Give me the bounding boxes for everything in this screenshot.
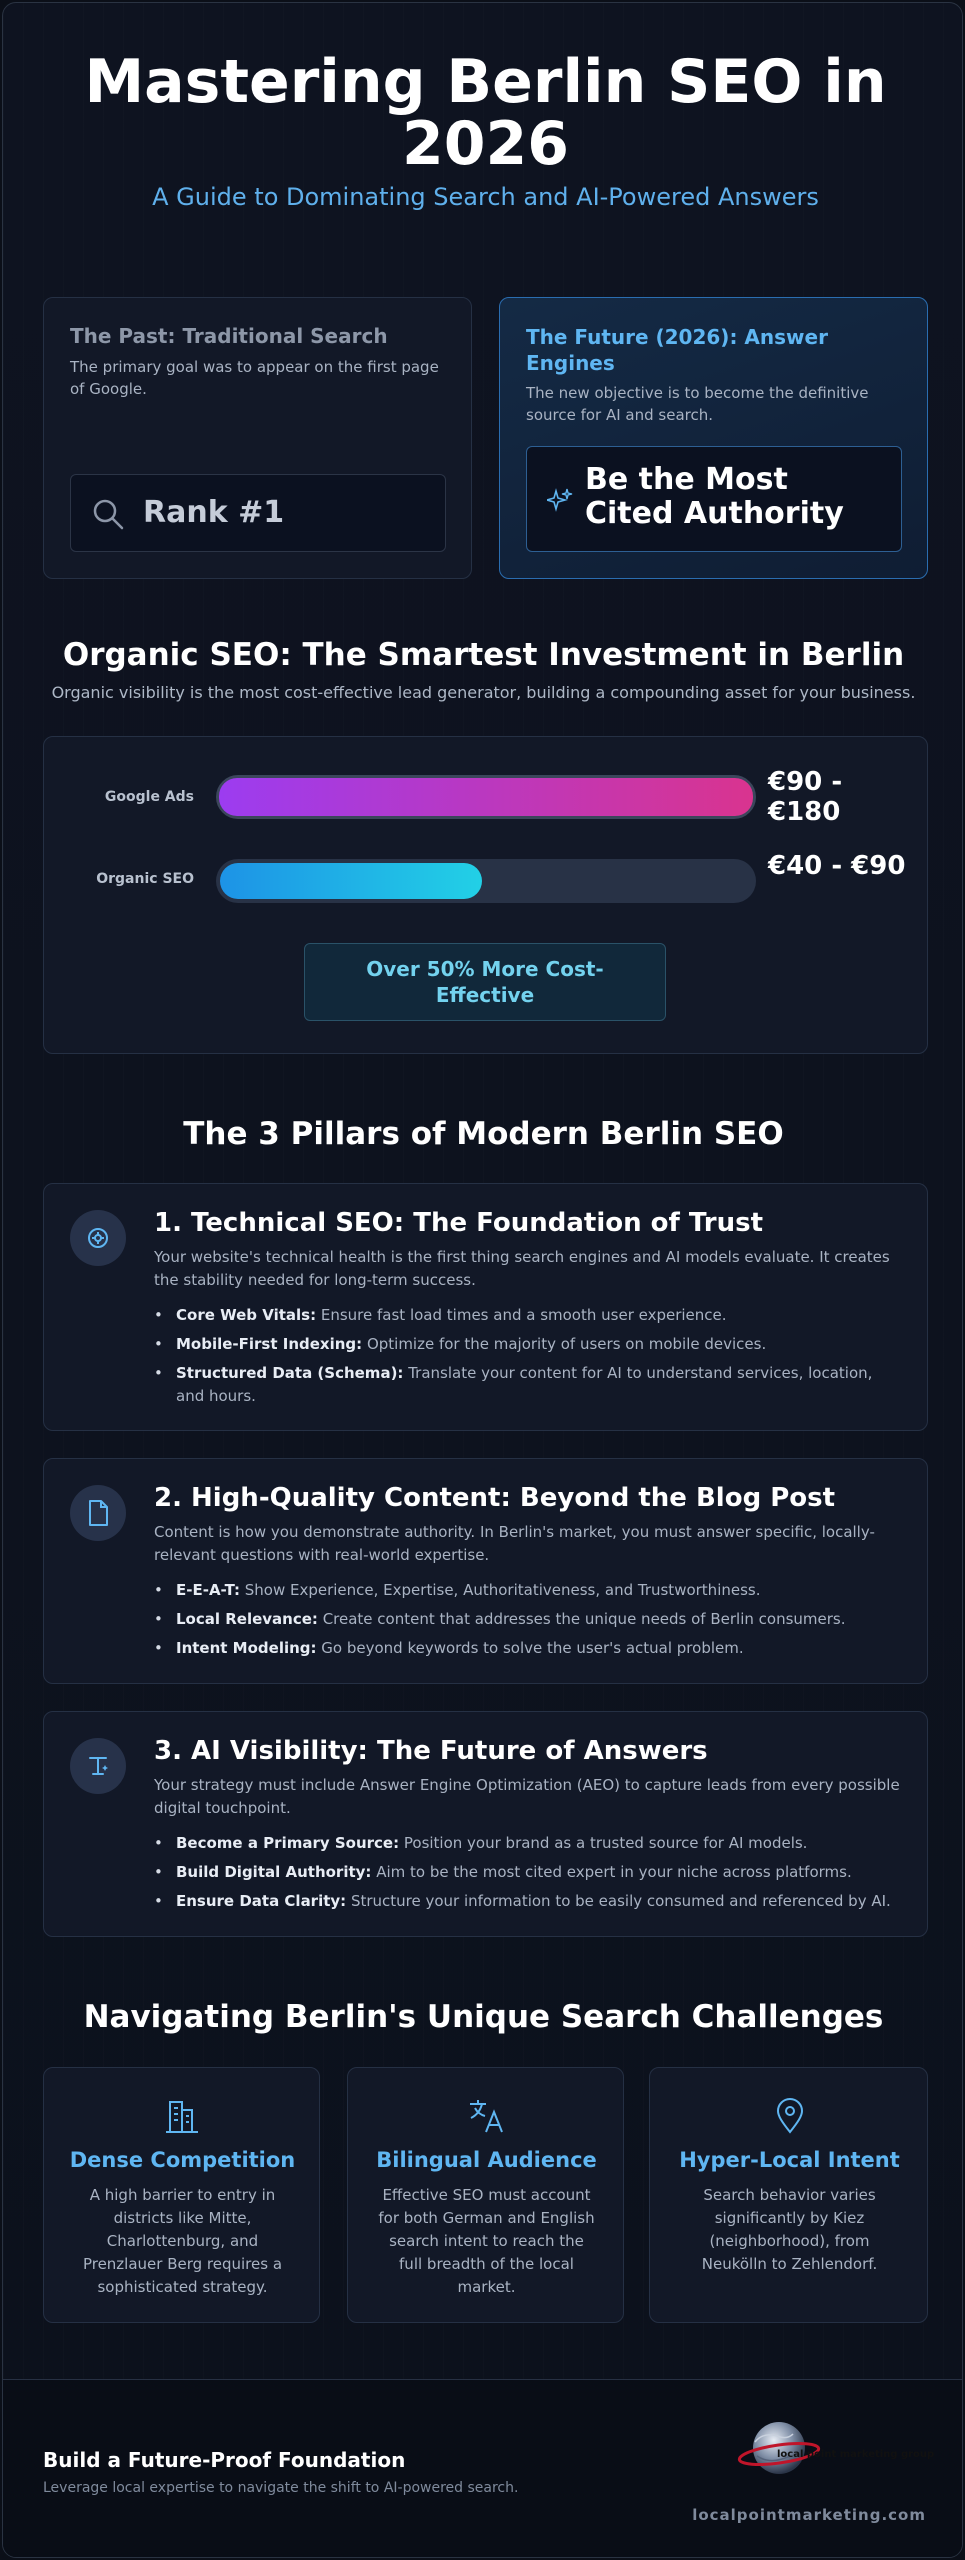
list-item: Local Relevance: Create content that add… [154, 1608, 904, 1631]
bar-fill-organic-seo [220, 863, 482, 899]
pillar-bullets-technical: Core Web Vitals: Ensure fast load times … [154, 1304, 904, 1414]
bar-label-google-ads: Google Ads [104, 789, 194, 805]
sparkle-icon [544, 487, 573, 517]
pillar-title-ai: 3. AI Visibility: The Future of Answers [154, 1736, 708, 1766]
page-title: Mastering Berlin SEO in 2026 [84, 47, 887, 179]
map-pin-icon [770, 2096, 810, 2140]
challenge-card-hyperlocal: Hyper-Local Intent Search behavior varie… [649, 2067, 928, 2323]
search-icon [91, 497, 125, 535]
bar-track-google-ads [216, 775, 756, 819]
future-card: The Future (2026): Answer Engines The ne… [499, 297, 928, 579]
bar-label-organic-seo: Organic SEO [96, 871, 194, 887]
bar-track-organic-seo [216, 859, 756, 903]
pillar-desc-content: Content is how you demonstrate authority… [154, 1523, 875, 1564]
pillar-bullets-content: E-E-A-T: Show Experience, Expertise, Aut… [154, 1579, 904, 1666]
list-item: Mobile-First Indexing: Optimize for the … [154, 1333, 904, 1356]
past-rank-box: Rank #1 [70, 474, 446, 552]
ai-text-icon [70, 1738, 126, 1794]
bar-fill-google-ads [219, 778, 753, 816]
investment-title: Organic SEO: The Smartest Investment in … [62, 637, 905, 673]
footer-subtitle: Leverage local expertise to navigate the… [43, 2480, 519, 2496]
footer-url[interactable]: localpointmarketing.com [692, 2506, 926, 2524]
challenge-title-competition: Dense Competition [69, 2148, 296, 2172]
past-card: The Past: Traditional Search The primary… [43, 297, 472, 579]
company-logo: local point marketing group [733, 2418, 935, 2484]
page-subtitle: A Guide to Dominating Search and AI-Powe… [152, 183, 819, 211]
future-authority-box: Be the Most Cited Authority [526, 446, 902, 552]
past-card-title: The Past: Traditional Search [70, 324, 388, 348]
list-item: Become a Primary Source: Position your b… [154, 1832, 904, 1855]
pillar-desc-technical: Your website's technical health is the f… [154, 1248, 890, 1289]
future-card-desc: The new objective is to become the defin… [526, 384, 869, 424]
bar-value-organic-seo: €40 - €90 [768, 851, 906, 881]
challenges-title: Navigating Berlin's Unique Search Challe… [83, 1999, 884, 2035]
challenge-desc-competition: A high barrier to entry in districts lik… [82, 2186, 283, 2296]
pillars-title: The 3 Pillars of Modern Berlin SEO [183, 1116, 784, 1152]
challenge-card-competition: Dense Competition A high barrier to entr… [43, 2067, 320, 2323]
pillar-title-content: 2. High-Quality Content: Beyond the Blog… [154, 1483, 836, 1513]
future-authority-text: Be the Most Cited Authority [585, 462, 844, 531]
pillar-card-ai: 3. AI Visibility: The Future of Answers … [43, 1711, 928, 1937]
cost-effective-callout: Over 50% More Cost-Effective [304, 943, 666, 1021]
future-card-title: The Future (2026): Answer Engines [526, 325, 828, 375]
footer-title: Build a Future-Proof Foundation [43, 2448, 406, 2472]
list-item: Build Digital Authority: Aim to be the m… [154, 1861, 904, 1884]
list-item: E-E-A-T: Show Experience, Expertise, Aut… [154, 1579, 904, 1602]
investment-subtitle: Organic visibility is the most cost-effe… [51, 683, 916, 702]
footer: Build a Future-Proof Foundation Leverage… [3, 2379, 962, 2557]
pillar-card-content: 2. High-Quality Content: Beyond the Blog… [43, 1458, 928, 1684]
past-rank-text: Rank #1 [143, 495, 285, 530]
translate-icon [466, 2096, 506, 2140]
challenge-title-bilingual: Bilingual Audience [376, 2148, 597, 2172]
challenge-desc-bilingual: Effective SEO must account for both Germ… [378, 2186, 595, 2296]
list-item: Core Web Vitals: Ensure fast load times … [154, 1304, 904, 1327]
cost-comparison-card: Google Ads €90 - €180 Organic SEO €40 - … [43, 736, 928, 1054]
document-icon [70, 1485, 126, 1541]
pillar-card-technical: 1. Technical SEO: The Foundation of Trus… [43, 1183, 928, 1431]
list-item: Structured Data (Schema): Translate your… [154, 1362, 904, 1408]
buildings-icon [162, 2096, 202, 2140]
company-logo-text: local point marketing group [777, 2449, 935, 2460]
bar-value-google-ads: €90 - €180 [768, 767, 843, 827]
challenge-title-hyperlocal: Hyper-Local Intent [679, 2148, 900, 2172]
pillar-desc-ai: Your strategy must include Answer Engine… [154, 1776, 900, 1817]
past-card-desc: The primary goal was to appear on the fi… [70, 358, 439, 398]
gear-icon [70, 1210, 126, 1266]
pillar-bullets-ai: Become a Primary Source: Position your b… [154, 1832, 904, 1919]
pillar-title-technical: 1. Technical SEO: The Foundation of Trus… [154, 1208, 764, 1238]
list-item: Intent Modeling: Go beyond keywords to s… [154, 1637, 904, 1660]
list-item: Ensure Data Clarity: Structure your info… [154, 1890, 904, 1913]
challenge-desc-hyperlocal: Search behavior varies significantly by … [701, 2186, 878, 2273]
challenge-card-bilingual: Bilingual Audience Effective SEO must ac… [347, 2067, 624, 2323]
